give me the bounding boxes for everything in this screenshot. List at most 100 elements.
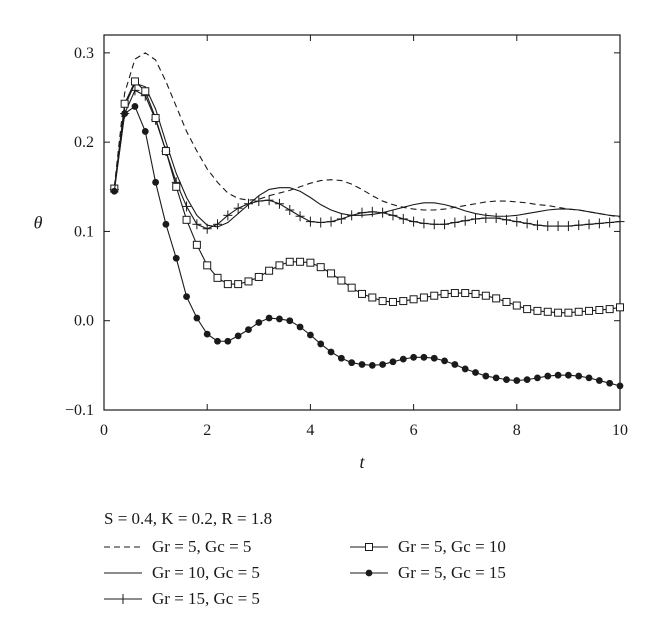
- data-point: [214, 337, 221, 345]
- data-point: [327, 348, 335, 356]
- data-point: [213, 273, 222, 282]
- data-point: [285, 205, 295, 215]
- data-point: [492, 374, 500, 382]
- data-point: [121, 110, 129, 117]
- data-point: [286, 317, 294, 325]
- data-point: [419, 293, 428, 302]
- data-point: [585, 374, 593, 382]
- legend-label: Gr = 10, Gc = 5: [152, 563, 260, 582]
- series-line: [113, 80, 621, 314]
- data-point: [502, 297, 511, 306]
- data-point: [584, 219, 594, 230]
- data-point: [151, 114, 160, 123]
- data-point: [223, 280, 232, 289]
- legend-marker: [365, 569, 373, 577]
- data-point: [440, 289, 449, 298]
- series-4: [110, 77, 624, 317]
- data-point: [616, 303, 624, 312]
- data-point: [461, 289, 470, 298]
- data-point: [534, 374, 541, 382]
- legend-entry: Gr = 5, Gc = 10: [350, 537, 506, 556]
- data-point: [605, 217, 615, 228]
- data-point: [451, 361, 459, 368]
- data-point: [296, 323, 304, 331]
- data-point: [460, 215, 470, 226]
- data-point: [234, 280, 243, 289]
- data-point: [265, 266, 274, 275]
- data-point: [110, 187, 118, 195]
- data-point: [471, 213, 481, 224]
- data-point: [327, 269, 336, 278]
- data-point: [130, 77, 139, 86]
- data-point: [554, 371, 562, 379]
- data-point: [564, 308, 573, 317]
- data-point: [399, 297, 408, 306]
- legend-label: Gr = 5, Gc = 15: [398, 563, 506, 582]
- data-point: [223, 210, 233, 221]
- data-point: [575, 372, 583, 380]
- axis-ticks: 0 2 4 6 8 10 −0.1 0.0 0.1 0.2 0.3: [65, 35, 628, 439]
- data-point: [152, 178, 160, 186]
- data-point: [523, 376, 531, 384]
- data-point: [183, 293, 190, 301]
- data-point: [203, 330, 211, 338]
- data-point: [585, 306, 594, 315]
- data-point: [162, 220, 170, 228]
- data-point: [482, 372, 490, 380]
- data-point: [472, 369, 479, 376]
- data-point: [358, 289, 366, 298]
- data-point: [367, 206, 377, 217]
- data-point: [182, 201, 192, 212]
- series-layer: [109, 52, 625, 390]
- data-point: [202, 223, 212, 234]
- y-tick-label: 0.2: [74, 134, 94, 151]
- data-point: [503, 376, 510, 384]
- data-point: [233, 203, 243, 214]
- legend: Gr = 5, Gc = 5 Gr = 10, Gc = 5 Gr = 15, Gc…: [104, 537, 506, 608]
- data-point: [419, 218, 429, 229]
- data-point: [203, 261, 212, 270]
- data-point: [523, 305, 532, 314]
- data-point: [481, 213, 491, 224]
- data-point: [161, 147, 170, 156]
- data-point: [306, 258, 315, 267]
- data-point: [120, 99, 129, 108]
- parameter-annotation: S = 0.4, K = 0.2, R = 1.8: [104, 509, 272, 528]
- data-point: [336, 213, 346, 224]
- data-point: [420, 353, 428, 361]
- data-point: [544, 372, 552, 380]
- data-point: [305, 216, 315, 227]
- data-point: [358, 361, 366, 368]
- x-tick-label: 0: [100, 422, 108, 439]
- series-3: [109, 85, 625, 234]
- data-point: [326, 216, 336, 227]
- data-point: [213, 219, 223, 230]
- data-point: [553, 221, 563, 232]
- data-point: [388, 297, 397, 306]
- data-point: [513, 377, 521, 384]
- data-point: [532, 220, 542, 231]
- x-tick-label: 2: [203, 422, 211, 439]
- data-point: [554, 308, 563, 317]
- data-point: [512, 301, 521, 310]
- data-point: [254, 272, 263, 281]
- data-point: [616, 382, 624, 390]
- data-point: [296, 257, 305, 266]
- data-point: [274, 198, 284, 209]
- legend-label: Gr = 5, Gc = 5: [152, 537, 251, 556]
- data-point: [512, 216, 522, 227]
- series-5: [110, 103, 624, 390]
- data-point: [337, 276, 346, 285]
- data-point: [244, 277, 253, 286]
- legend-entry: Gr = 10, Gc = 5: [104, 563, 260, 582]
- data-point: [254, 196, 264, 207]
- data-point: [492, 294, 501, 303]
- data-point: [450, 217, 460, 228]
- data-point: [245, 326, 252, 334]
- data-point: [368, 293, 377, 302]
- data-point: [368, 361, 376, 369]
- data-point: [594, 218, 604, 229]
- legend-marker: [118, 594, 128, 604]
- series-line: [113, 89, 621, 230]
